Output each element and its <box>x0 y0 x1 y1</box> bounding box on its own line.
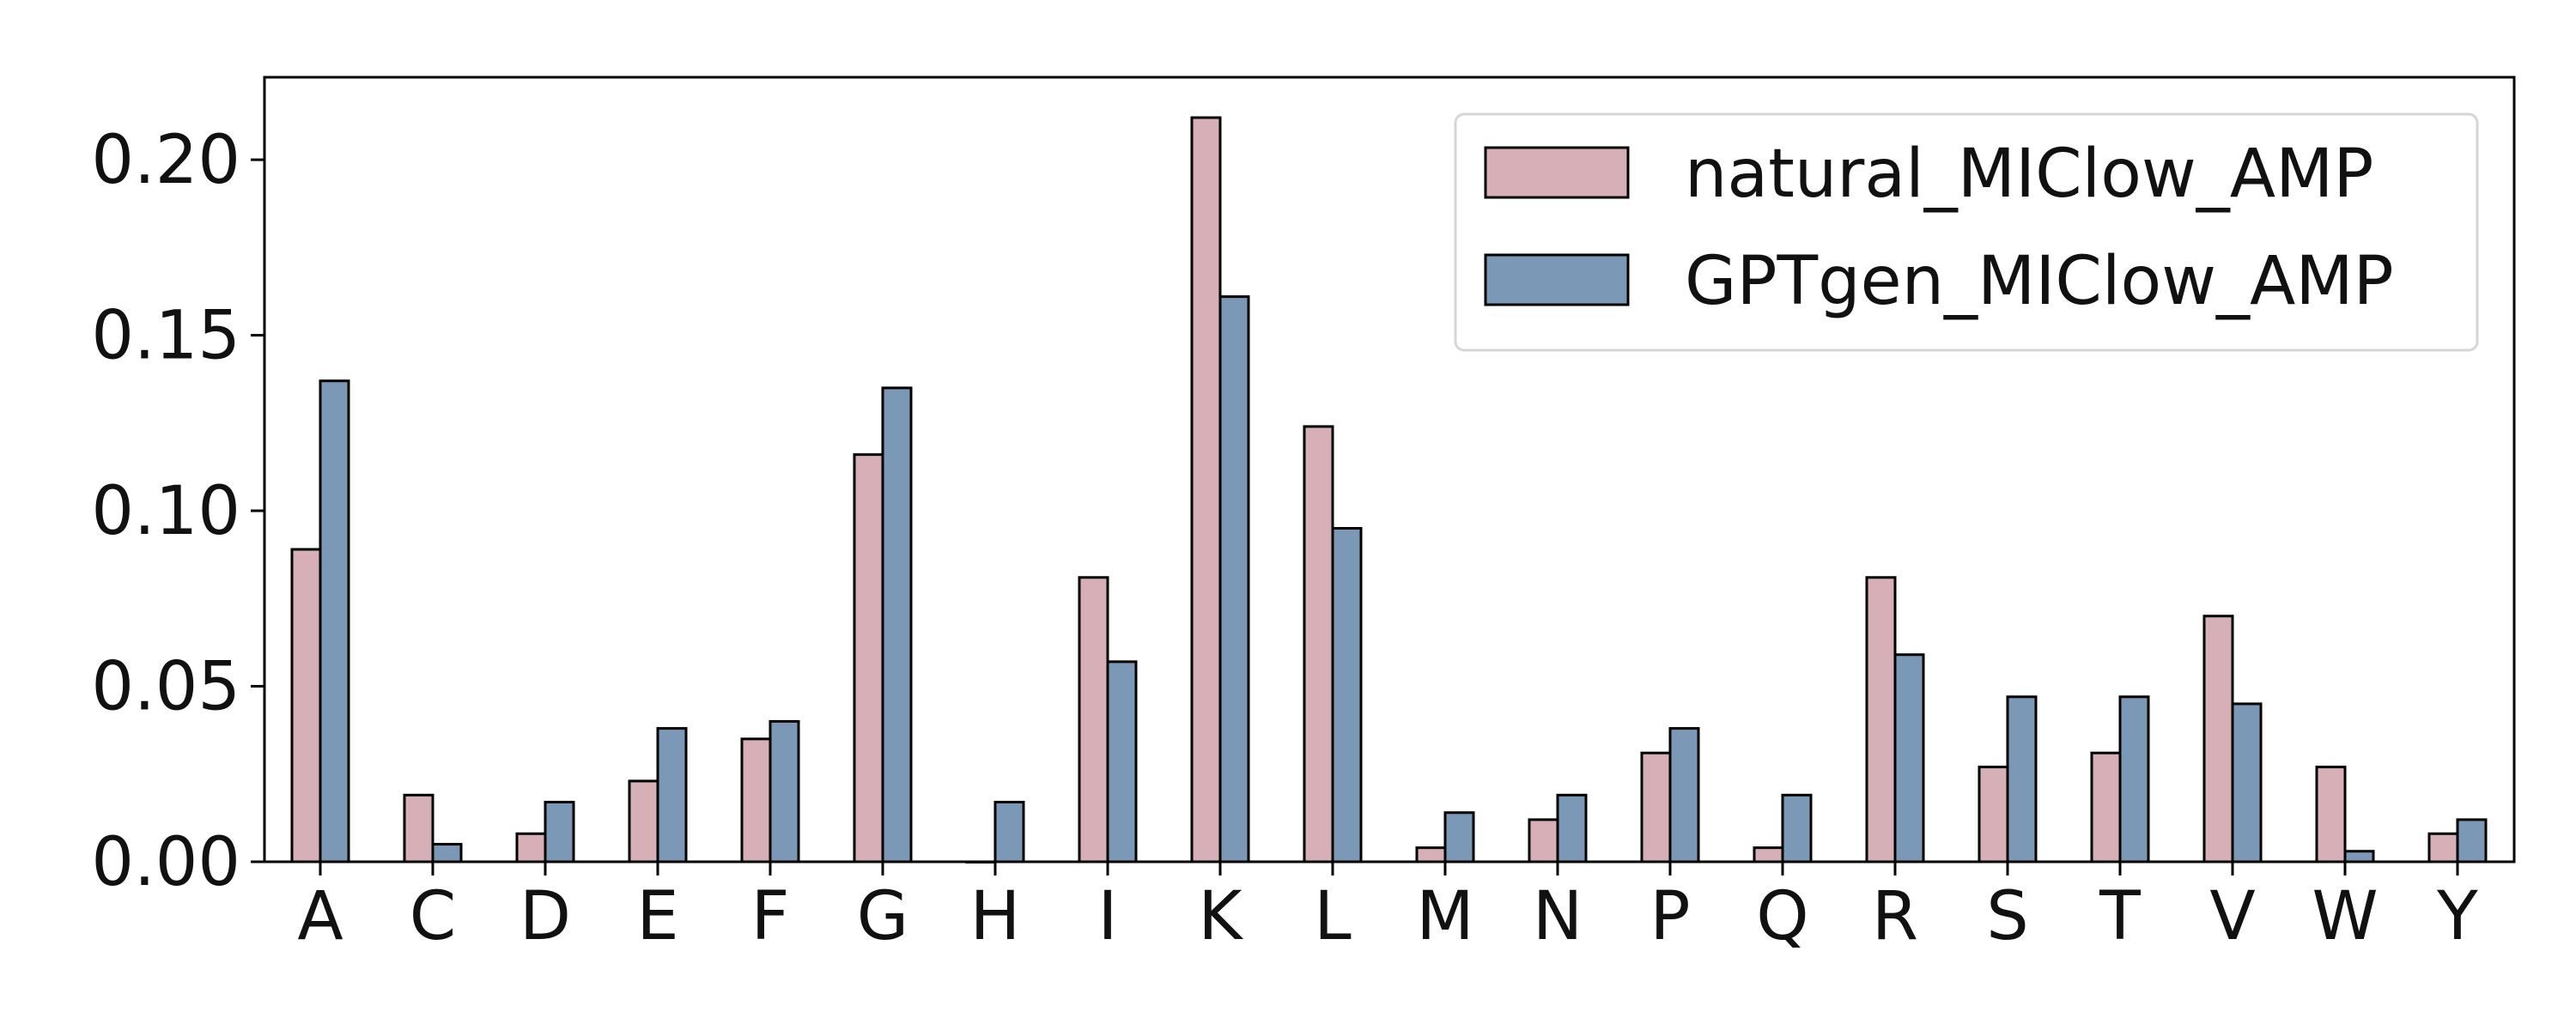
bar-natural-C <box>403 793 434 863</box>
x-tick-label: F <box>751 878 790 955</box>
bar-gptgen-A <box>319 379 350 863</box>
bar-gptgen-C <box>431 843 463 863</box>
y-axis: 0.00 0.05 0.10 0.15 0.20 <box>91 122 264 901</box>
bar-gptgen-K <box>1218 295 1250 863</box>
x-tick-label: L <box>1314 878 1352 955</box>
x-tick-label: G <box>857 878 908 955</box>
bar-natural-E <box>628 779 659 863</box>
bar-natural-Q <box>1753 846 1784 863</box>
x-tick-label: E <box>636 878 678 955</box>
y-tick-label: 0.10 <box>91 473 240 550</box>
bar-gptgen-F <box>769 719 800 863</box>
bar-gptgen-G <box>881 386 913 863</box>
x-tick-label: D <box>519 878 571 955</box>
bar-natural-G <box>853 453 884 863</box>
x-tick-label: Q <box>1756 878 1808 955</box>
bar-gptgen-V <box>2231 702 2263 863</box>
x-tick-label: W <box>2312 878 2378 955</box>
bar-natural-S <box>1978 766 2009 863</box>
bar-gptgen-L <box>1331 526 1363 863</box>
x-tick-label: P <box>1649 878 1690 955</box>
bar-gptgen-E <box>656 727 688 863</box>
x-tick-label: T <box>2099 878 2141 955</box>
x-tick-label: H <box>970 878 1021 955</box>
bar-natural-W <box>2315 766 2347 863</box>
bar-natural-K <box>1190 116 1222 863</box>
y-tick-label: 0.05 <box>91 649 240 726</box>
legend-swatch-natural <box>1484 146 1630 199</box>
x-tick-label: V <box>2209 878 2255 955</box>
bar-gptgen-H <box>993 800 1025 863</box>
bar-natural-T <box>2090 751 2122 863</box>
bar-gptgen-Q <box>1781 793 1813 863</box>
bar-natural-I <box>1078 576 1109 863</box>
x-tick-label: C <box>410 878 456 955</box>
x-tick-label: S <box>1986 878 2029 955</box>
y-tick-label: 0.00 <box>91 824 240 901</box>
legend-label-natural: natural_MIClow_AMP <box>1685 136 2373 213</box>
bar-gptgen-D <box>544 800 575 863</box>
plot-frame <box>263 76 2516 863</box>
bar-natural-L <box>1303 425 1334 863</box>
x-tick-label: M <box>1416 878 1473 955</box>
bar-gptgen-N <box>1556 793 1588 863</box>
bar-natural-F <box>740 737 772 863</box>
bar-natural-A <box>290 548 322 863</box>
bar-natural-M <box>1415 846 1447 863</box>
bar-gptgen-T <box>2118 695 2150 863</box>
bar-gptgen-R <box>1893 653 1925 863</box>
bar-gptgen-M <box>1443 811 1475 863</box>
bars-layer <box>290 116 2488 863</box>
x-tick-label: I <box>1097 878 1117 955</box>
bar-gptgen-S <box>2006 695 2038 863</box>
x-tick-label: R <box>1872 878 1918 955</box>
bar-natural-V <box>2202 615 2234 863</box>
legend-label-gptgen: GPTgen_MIClow_AMP <box>1685 243 2394 320</box>
legend-swatch-gptgen <box>1484 253 1630 306</box>
x-tick-label: K <box>1198 878 1243 955</box>
x-tick-label: N <box>1533 878 1583 955</box>
legend-box <box>1454 112 2479 352</box>
bar-natural-N <box>1528 818 1559 863</box>
x-tick-label: Y <box>2436 878 2478 955</box>
bar-gptgen-I <box>1106 660 1138 863</box>
bar-gptgen-P <box>1668 727 1700 863</box>
bar-natural-R <box>1865 576 1897 863</box>
bar-gptgen-Y <box>2456 818 2488 863</box>
y-tick-label: 0.15 <box>91 298 240 375</box>
legend: natural_MIClow_AMP GPTgen_MIClow_AMP <box>1454 112 2479 352</box>
y-tick-label: 0.20 <box>91 122 240 199</box>
bar-natural-D <box>515 832 547 863</box>
bar-natural-Y <box>2427 832 2459 863</box>
bar-gptgen-W <box>2343 850 2375 863</box>
x-tick-label: A <box>297 878 343 955</box>
bar-natural-P <box>1640 751 1672 863</box>
